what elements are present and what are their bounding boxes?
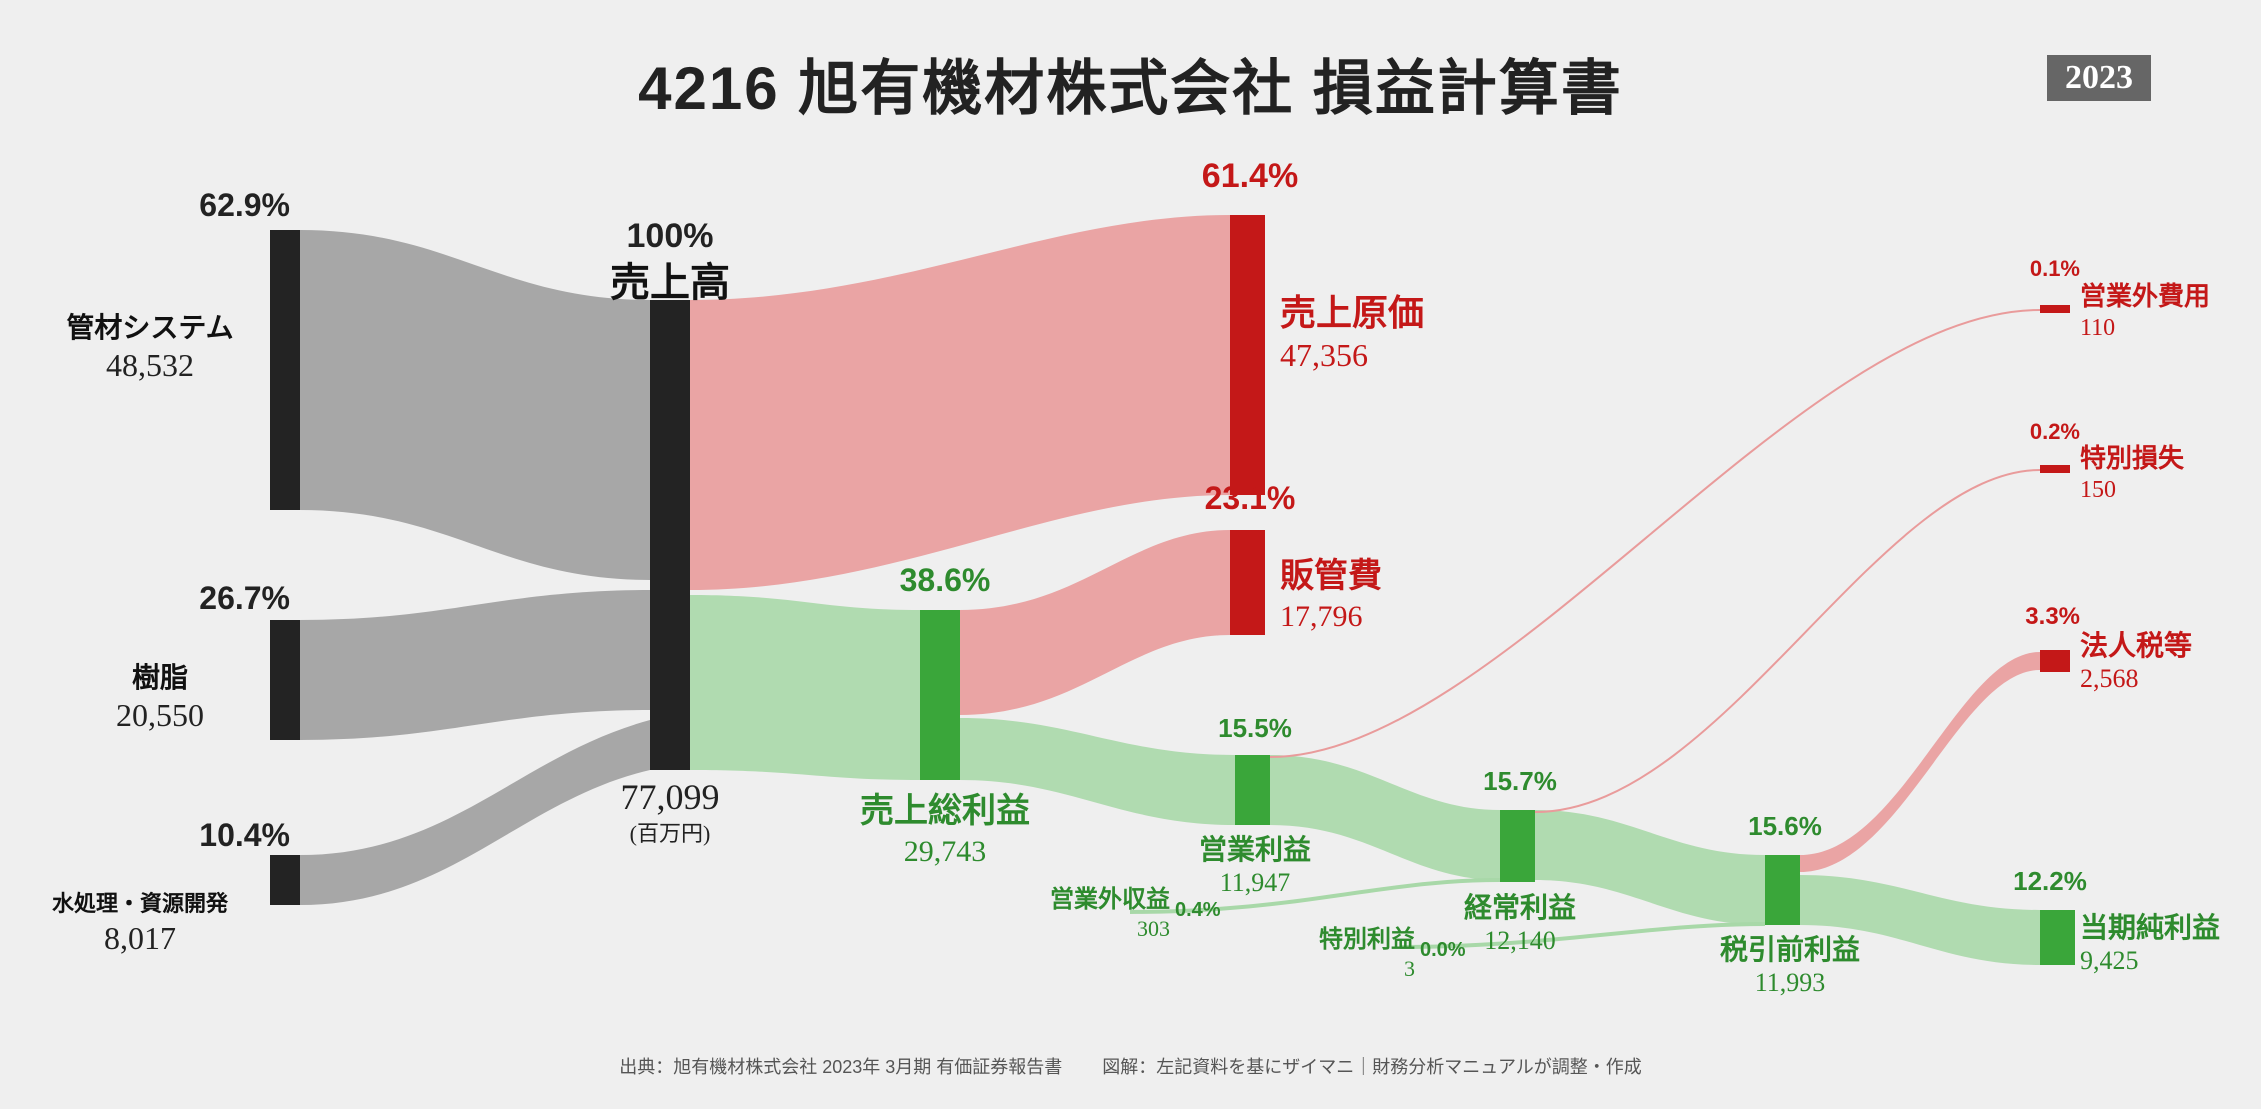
tax-label: 法人税等 2,568: [2080, 628, 2240, 696]
pretax-label: 税引前利益 11,993: [1690, 932, 1890, 1000]
gross-pct: 38.6%: [850, 560, 1040, 600]
extgain-pct: 0.0%: [1420, 938, 1500, 963]
extloss-label: 特別損失 150: [2080, 442, 2240, 505]
seg3-pct: 10.4%: [90, 815, 290, 855]
seg1-pct: 62.9%: [90, 185, 290, 225]
net-pct: 12.2%: [1965, 865, 2135, 898]
seg3-label: 水処理・資源開発 8,017: [20, 890, 260, 958]
extgain-label: 特別利益 3: [1215, 925, 1415, 983]
ordinary-pct: 15.7%: [1430, 765, 1610, 798]
sga-label: 販管費 17,796: [1280, 555, 1480, 635]
nonopexp-pct: 0.1%: [1950, 255, 2080, 283]
extloss-pct: 0.2%: [1950, 418, 2080, 446]
seg1-label: 管材システム 48,532: [40, 310, 260, 385]
opincome-pct: 15.5%: [1165, 712, 1345, 745]
seg2-pct: 26.7%: [90, 578, 290, 618]
cogs-pct: 61.4%: [1150, 155, 1350, 198]
seg2-label: 樹脂 20,550: [60, 660, 260, 735]
tax-pct: 3.3%: [1950, 602, 2080, 632]
nonopexp-label: 営業外費用 110: [2080, 280, 2240, 343]
sga-pct: 23.1%: [1150, 478, 1350, 518]
revenue-bottom: 77,099 (百万円): [560, 775, 780, 848]
gross-label: 売上総利益 29,743: [820, 790, 1070, 870]
nonoprev-pct: 0.4%: [1175, 898, 1255, 923]
sankey-diagram: [0, 0, 2261, 1109]
footer-credits: 出典：旭有機材株式会社 2023年 3月期 有価証券報告書 図解：左記資料を基に…: [619, 1053, 1642, 1079]
pretax-pct: 15.6%: [1695, 810, 1875, 843]
opincome-label: 営業利益 11,947: [1160, 832, 1350, 900]
cogs-label: 売上原価 47,356: [1280, 290, 1500, 375]
nonoprev-label: 営業外収益 303: [950, 885, 1170, 943]
net-label: 当期純利益 9,425: [2080, 910, 2250, 978]
revenue-top: 100% 売上高: [560, 215, 780, 308]
